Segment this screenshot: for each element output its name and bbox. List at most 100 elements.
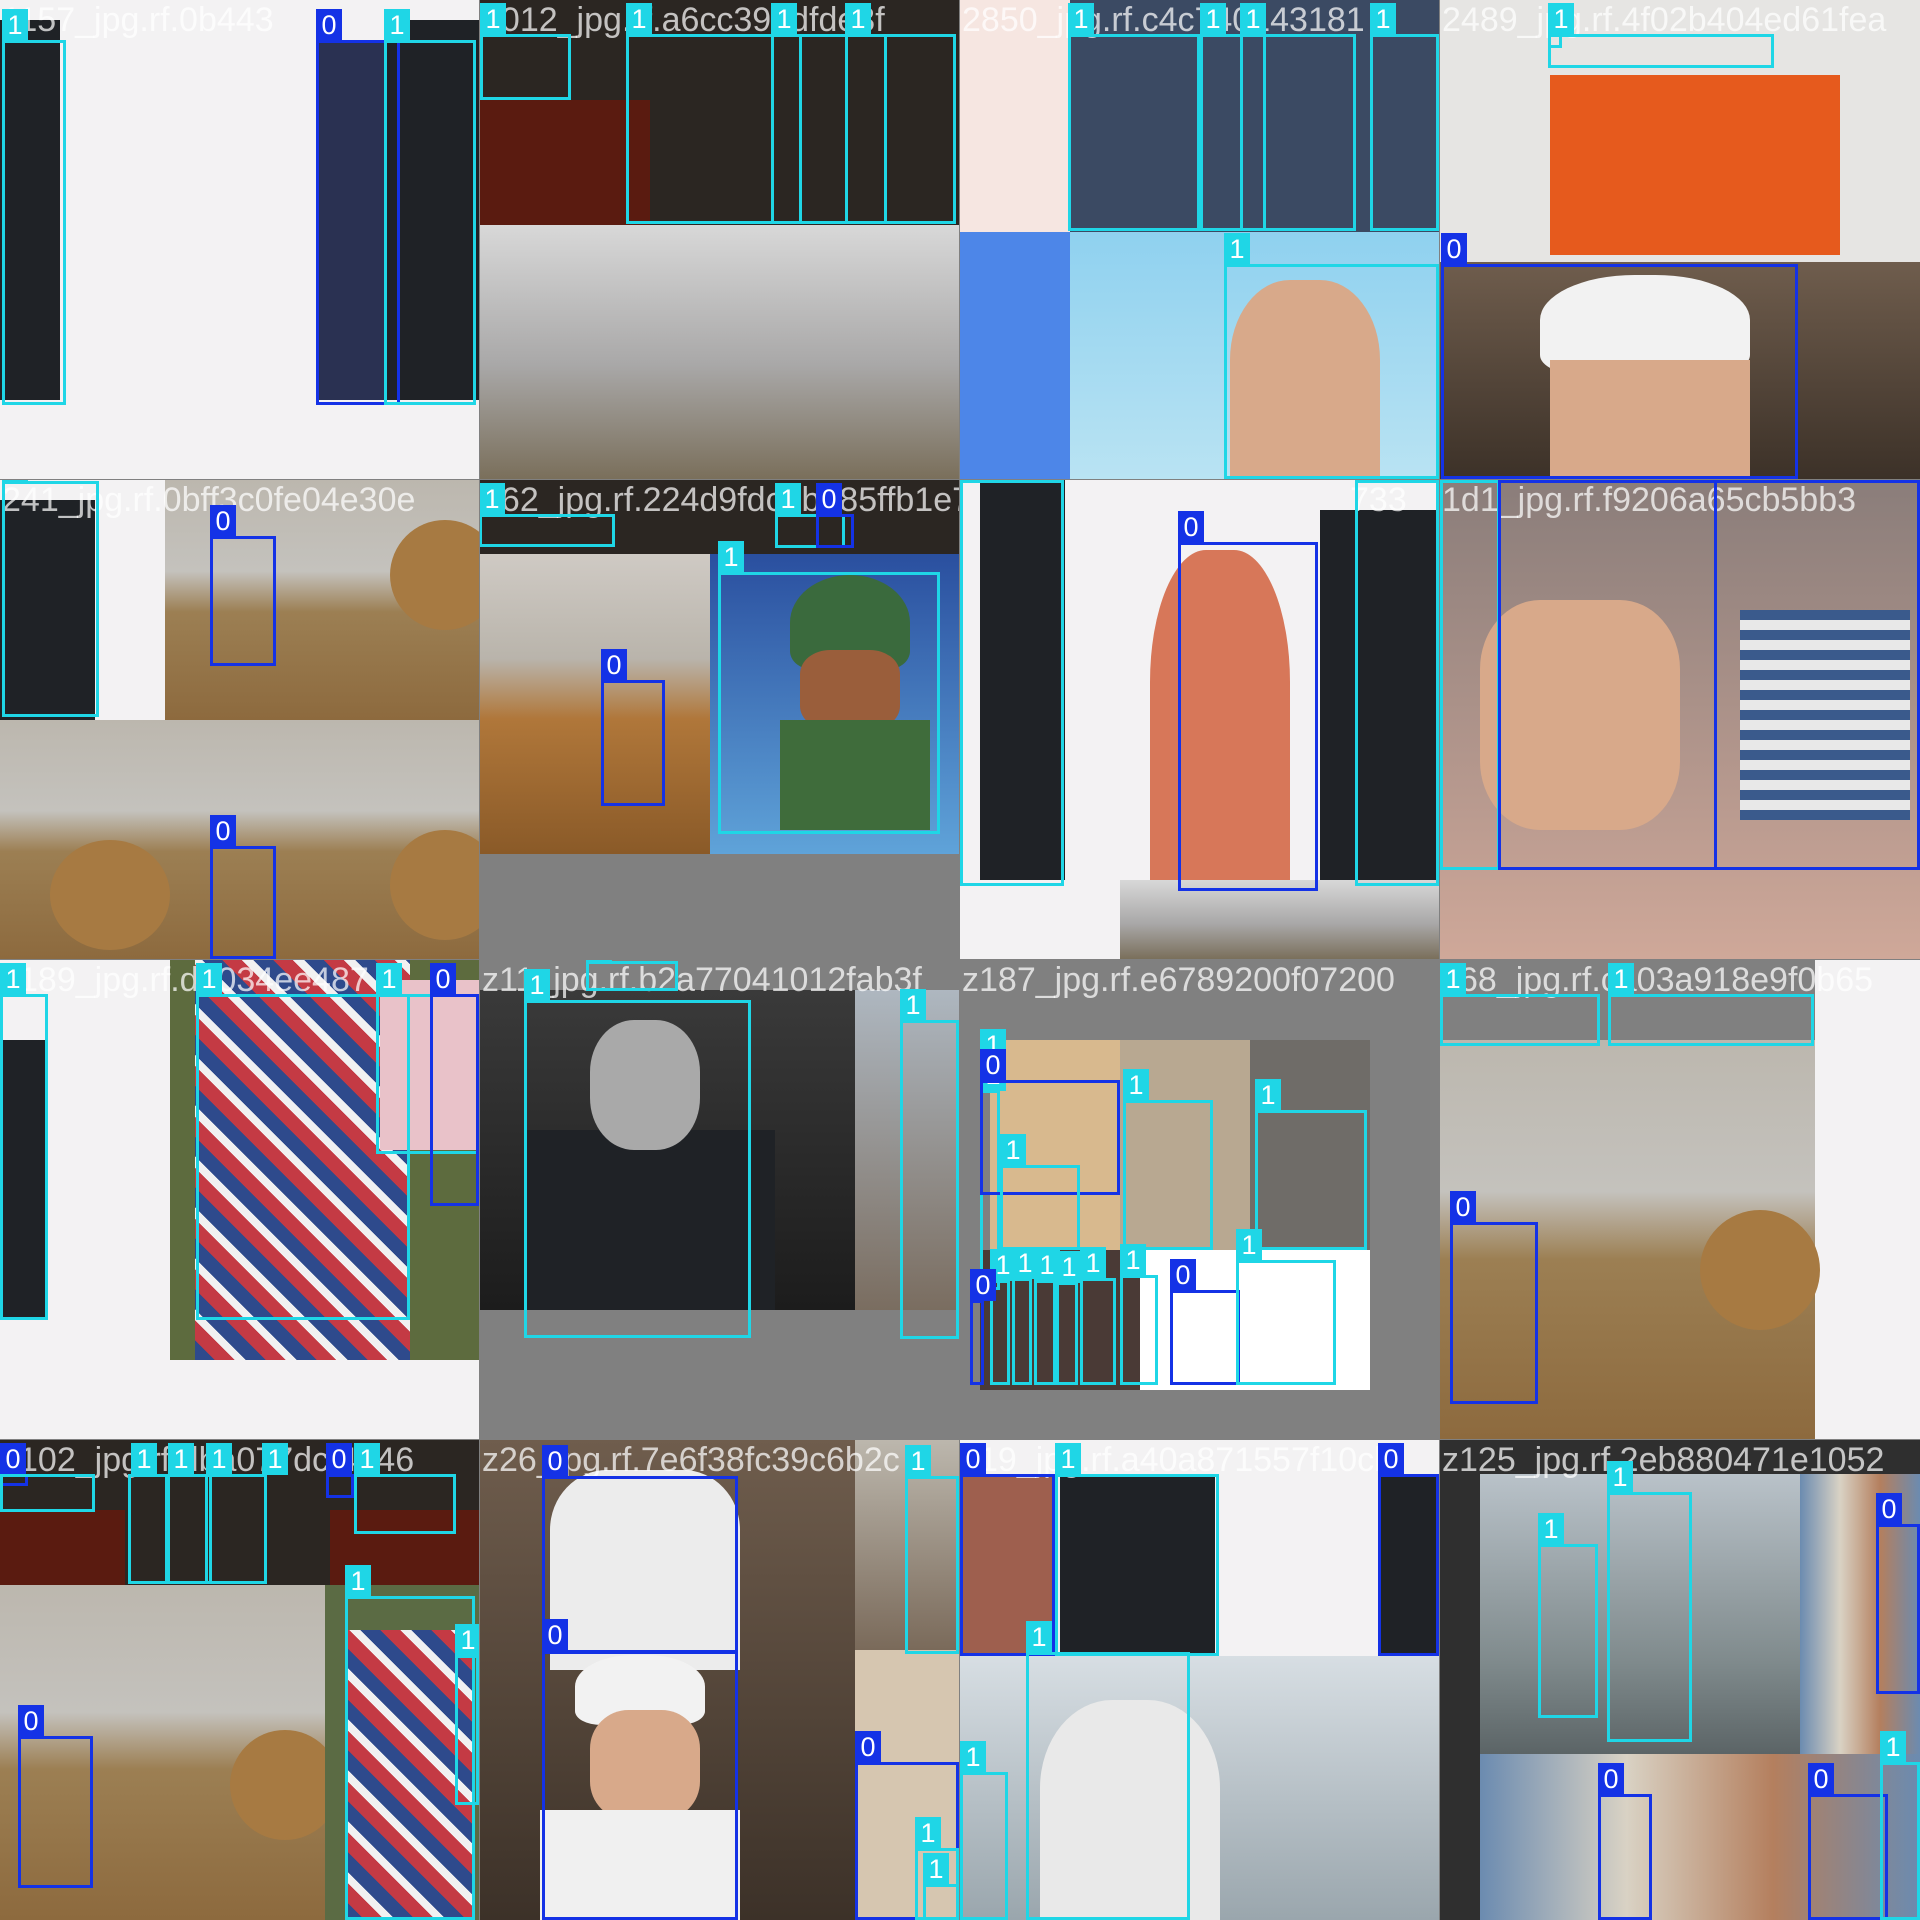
person-suit-image: [0, 20, 60, 400]
bbox-label: 1: [196, 963, 222, 995]
bbox-label: 1: [2, 9, 28, 41]
bbox-label: 1: [262, 1443, 288, 1475]
bbox-class-1: 1: [1120, 1244, 1158, 1385]
bbox-label: 1: [845, 3, 871, 35]
bbox-label: 0: [430, 963, 456, 995]
image-filename: 1157_jpg.rf.0b443: [2, 1, 274, 39]
bbox-class-1: 1: [480, 483, 615, 547]
bbox-label: 1: [586, 960, 612, 962]
bbox-label: 1: [1255, 1079, 1281, 1111]
bbox-class-1: 1: [2, 480, 99, 717]
bbox-label: 1: [1000, 1134, 1026, 1166]
face: [590, 1020, 700, 1150]
bbox-label: 0: [0, 1443, 26, 1475]
store-image: [1480, 1754, 1920, 1920]
bbox-class-1: 1: [524, 969, 751, 1338]
bbox-class-1: 1: [1240, 3, 1356, 231]
bbox-label: 1: [1120, 1244, 1146, 1276]
bbox-label: 1: [1240, 3, 1266, 35]
bbox-label: 1: [1012, 1247, 1038, 1279]
man-tuxedo-image: [1320, 510, 1439, 880]
bbox-class-0: 0: [326, 1443, 354, 1498]
bbox-label: 1: [626, 3, 652, 35]
table-image: [480, 100, 650, 225]
baker-hat: [1540, 275, 1750, 375]
bbox-class-1: 1: [1034, 1249, 1060, 1385]
mosaic-tile: 241_jpg.rf.0bff3c0fe04e30e 1 0 0: [0, 480, 479, 959]
bbox-class-1: 1: [1056, 1251, 1082, 1385]
bbox-label: 1: [775, 483, 801, 515]
bbox-class-0: 0: [970, 1269, 996, 1385]
bbox-class-1: 1: [196, 963, 410, 1320]
bbox-class-0: 0: [855, 1731, 959, 1920]
bbox-label: 1: [771, 3, 797, 35]
mosaic-tile: z19_jpg.rf.a40a871557f10cb 0 1 0 1 1: [960, 1440, 1439, 1920]
bbox-class-1: 1: [128, 1443, 194, 1584]
bbox-class-1: 1: [771, 3, 887, 224]
field-image: [480, 554, 710, 854]
bbox-class-1: 1: [900, 989, 959, 1339]
bbox-label: 0: [1808, 1763, 1834, 1795]
bbox-label: 1: [1355, 480, 1381, 481]
bbox-class-1: 1: [960, 1741, 1008, 1920]
image-filename: z189_jpg.rf.d1034ee487: [2, 961, 369, 999]
bbox-label: 0: [1450, 1191, 1476, 1223]
bbox-label: 0: [18, 1705, 44, 1737]
bbox-label: 0: [316, 9, 342, 41]
bbox-label: 0: [210, 505, 236, 537]
bbox-label: 0: [1876, 1493, 1902, 1525]
image-filename: 2012_jpg.rf.a6cc39bdfde3f: [482, 1, 885, 39]
image-filename: a62_jpg.rf.224d9fdc7b085ffb1e7: [482, 481, 959, 519]
baker-face: [590, 1710, 700, 1820]
mosaic-tile: z189_jpg.rf.d1034ee487 1 1 1 0: [0, 960, 479, 1439]
bbox-class-0: 0: [1378, 1443, 1439, 1656]
bbox-label: 1: [1056, 1251, 1082, 1283]
mosaic-tile: z68_jpg.rf.ca03a918e9f0b65 1 1 0: [1440, 960, 1920, 1439]
bbox-class-1: 1: [1224, 233, 1439, 479]
bbox-label: 0: [1598, 1763, 1624, 1795]
studio-wall-image: [1815, 960, 1920, 1439]
bbox-label: 0: [542, 1619, 568, 1651]
pink-shirt: [380, 980, 479, 1150]
bbox-label: 1: [131, 1443, 157, 1475]
bbox-label: 1: [1538, 1513, 1564, 1545]
mosaic-tile: 2489_jpg.rf.4f02b404ed61fea 1 1 0: [1440, 0, 1920, 479]
bbox-class-1: 1: [1200, 3, 1266, 231]
bbox-class-1: 1: [1548, 3, 1774, 68]
bbox-label: 0: [1378, 1443, 1404, 1475]
image-filename: 733: [1350, 481, 1407, 519]
bbox-label: 1: [384, 9, 410, 41]
bbox-class-1: 1: [1355, 480, 1439, 886]
hay-bale: [1700, 1210, 1820, 1330]
bbox-class-1: 1: [845, 3, 956, 224]
bbox-class-1: 1: [1000, 1134, 1080, 1250]
bbox-class-1: 1: [345, 1565, 475, 1920]
bbox-label: 1: [900, 989, 926, 1021]
baker-face: [1550, 360, 1750, 479]
bbox-label: 1: [206, 1443, 232, 1475]
padding: [480, 854, 959, 959]
bbox-class-0: 0: [542, 1445, 738, 1654]
bbox-class-1: 1: [1012, 1247, 1038, 1385]
bbox-class-1: 1: [205, 1443, 288, 1584]
bbox-label: 1: [1440, 963, 1466, 995]
table-image: [0, 1510, 125, 1585]
bbox-label: 1: [1224, 233, 1250, 265]
bbox-class-1: 1: [905, 1445, 959, 1654]
mosaic-tile: a62_jpg.rf.224d9fdc7b085ffb1e7 1 1 0 0 1: [480, 480, 959, 959]
bbox-label: 1: [1068, 3, 1094, 35]
hay-bale: [230, 1730, 340, 1840]
legs-image: [1480, 600, 1680, 830]
bbox-label: 1: [168, 1443, 194, 1475]
bbox-class-1: 1: [1538, 1513, 1598, 1718]
bbox-class-0: 0: [1450, 1191, 1538, 1404]
person-suit-image: [980, 480, 1065, 880]
image-filename: 2850_jpg.rf.c4c740143181: [962, 1, 1365, 39]
bbox-class-1: 1: [2, 9, 66, 405]
bbox-label: 1: [1880, 1731, 1906, 1763]
bbox-class-1: 1: [1440, 480, 1500, 870]
bbox-class-0: 0: [0, 1443, 28, 1486]
hay-bale: [390, 830, 479, 940]
bbox-label: 1: [960, 480, 986, 481]
